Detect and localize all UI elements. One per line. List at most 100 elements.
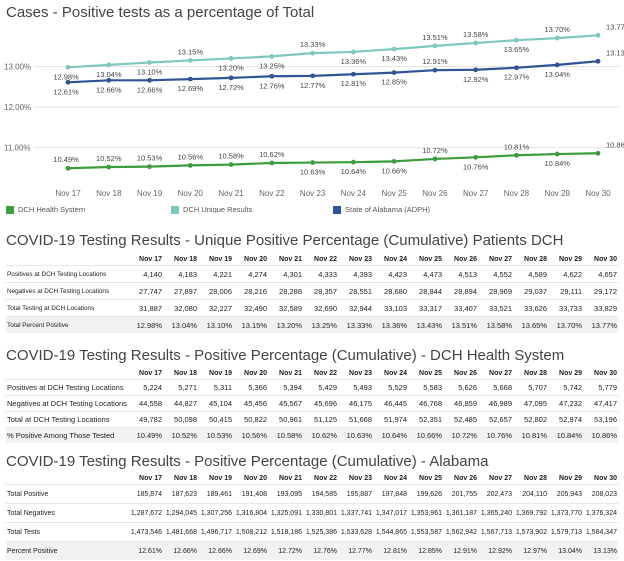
table-cell: 1,508,212 [233,522,268,542]
column-header: Nov 27 [489,370,512,377]
data-point [228,75,234,81]
table-cell: 4,274 [233,265,268,283]
x-tick-label: Nov 24 [341,189,367,198]
row-label: Total Positive [6,484,128,504]
column-header: Nov 23 [349,475,372,482]
data-label: 13.04% [96,70,122,79]
table-cell: 45,104 [198,395,233,412]
x-tick-label: Nov 19 [137,189,163,198]
table-title-unique-dch: COVID-19 Testing Results - Unique Positi… [6,232,564,249]
column-header: Nov 22 [314,256,337,263]
data-point [514,37,519,43]
legend-item-state-of-alabama[interactable]: State of Alabama (ADPH) [333,205,430,214]
data-label: 12.81% [341,79,367,88]
table-cell: 28,551 [338,282,373,300]
data-label: 10.76% [463,162,489,171]
data-point [554,35,560,41]
legend-label: DCH Unique Results [183,205,253,214]
table-cell: 4,622 [548,265,583,283]
table-cell: 13.58% [478,316,513,333]
table-cell: 4,301 [268,265,303,283]
table-cell: 12.85% [408,541,443,560]
table-cell: 52,974 [548,411,583,428]
table-cell: 197,848 [373,484,408,504]
table-header-row: Nov 17 Nov 18 Nov 19 Nov 20 Nov 21 Nov 22 Nov … [6,473,618,485]
table-cell: 208,023 [583,484,618,504]
table-cell: 4,393 [338,265,373,283]
table-cell: 12.66% [163,541,198,560]
row-label: Positives at DCH Testing Locations [6,379,128,396]
y-tick-label: 11.00% [4,144,31,153]
table-cell: 27,747 [128,282,163,300]
data-label: 10.58% [218,152,244,161]
data-point [310,160,316,165]
column-header: Nov 29 [559,256,582,263]
table-cell: 202,473 [478,484,513,504]
table-row: Total at DCH Testing Locations 49,782 50,0… [6,411,618,428]
table-cell: 191,408 [233,484,268,504]
table-cell: 1,294,045 [163,503,198,523]
table-cell: 5,271 [163,379,198,396]
column-header: Nov 18 [174,475,197,482]
table-cell: 10.81% [513,427,548,443]
table-cell: 13.13% [583,541,618,560]
row-label: Negatives at DCH Testing Locations [6,395,128,412]
column-header: Nov 20 [244,475,267,482]
table-cell: 4,333 [303,265,338,283]
x-tick-label: Nov 22 [259,189,285,198]
data-point [350,49,356,55]
table-cell: 5,311 [198,379,233,396]
legend-label: State of Alabama (ADPH) [345,205,431,214]
data-label: 10.66% [381,166,407,175]
data-point [65,64,71,70]
table-cell: 4,221 [198,265,233,283]
legend-item-dch-health-system[interactable]: DCH Health System [6,205,85,214]
table-cell: 10.84% [548,427,583,443]
legend-item-dch-unique-results[interactable]: DCH Unique Results [171,205,252,214]
data-label: 10.72% [422,146,448,155]
table-cell: 10.72% [443,427,478,443]
table-cell: 12.77% [338,541,373,560]
table-cell: 4,183 [163,265,198,283]
data-point [147,164,152,170]
column-header: Nov 22 [314,370,337,377]
data-label: 13.04% [545,70,571,79]
table-cell: 33,407 [443,299,478,317]
column-header: Nov 29 [559,370,582,377]
table-cell: 1,567,713 [478,522,513,542]
table-title-alabama: COVID-19 Testing Results - Positive Perc… [6,453,489,470]
table-cell: 189,461 [198,484,233,504]
table-cell: 12.97% [513,541,548,560]
table-cell: 205,943 [548,484,583,504]
x-tick-label: Nov 20 [178,189,204,198]
data-point [554,151,560,157]
x-tick-label: Nov 21 [218,189,244,198]
table-cell: 4,657 [583,265,618,283]
table-cell: 12.91% [443,541,478,560]
table-cell: 10.58% [268,427,303,443]
table-cell: 13.33% [338,316,373,333]
table-cell: 52,657 [478,411,513,428]
table-cell: 33,521 [478,299,513,317]
data-label: 12.76% [259,81,285,90]
table-cell: 28,357 [303,282,338,300]
column-header: Nov 17 [139,475,162,482]
data-point [106,62,112,68]
data-label: 13.77% [606,22,624,31]
table-cell: 1,376,324 [583,503,618,523]
column-header: Nov 25 [419,475,442,482]
table-cell: 5,668 [478,379,513,396]
table-cell: 1,518,186 [268,522,303,542]
table-cell: 5,394 [268,379,303,396]
data-point [514,152,519,158]
data-point [106,164,112,170]
column-header: Nov 27 [489,256,512,263]
data-label: 10.49% [53,155,79,164]
data-point [595,150,601,156]
table-cell: 1,369,792 [513,503,548,523]
table-row: % Positive Among Those Tested 10.49% 10.52… [6,427,618,443]
table-title-dch-health-system: COVID-19 Testing Results - Positive Perc… [6,347,565,364]
line-chart: 11.00% 12.00% 13.00% Nov 17 Nov 18 Nov 19 Nov … [4,22,624,198]
table-cell: 33,317 [408,299,443,317]
data-label: 12.85% [381,78,407,87]
